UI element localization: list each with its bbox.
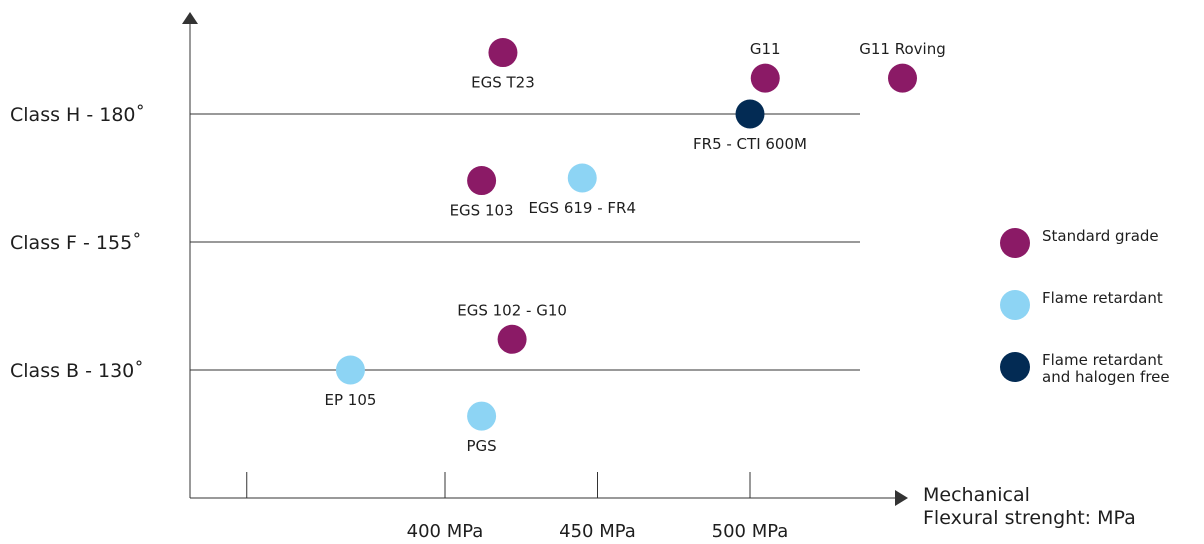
x-axis-label: Flexural strenght: MPa <box>923 507 1136 529</box>
data-label: G11 Roving <box>859 40 945 58</box>
legend-item-halogen-free: Flame retardant and halogen free <box>1000 350 1204 412</box>
data-point <box>488 38 518 68</box>
data-label: FR5 - CTI 600M <box>693 135 807 153</box>
legend-label: Standard grade <box>1042 227 1159 245</box>
data-label: EGS T23 <box>471 74 535 92</box>
x-tick-label: 450 MPa <box>559 521 636 542</box>
legend-swatch <box>1000 228 1030 258</box>
y-tick-label: Class H - 180˚ <box>10 104 145 126</box>
legend-swatch <box>1000 352 1030 382</box>
y-tick-label: Class F - 155˚ <box>10 232 142 254</box>
data-point <box>735 99 765 129</box>
data-point <box>497 324 527 354</box>
x-axis-label: Mechanical <box>923 484 1030 506</box>
data-point <box>467 166 497 196</box>
data-label: PGS <box>466 437 496 455</box>
data-label: EP 105 <box>324 391 376 409</box>
legend-item-standard: Standard grade <box>1000 226 1204 288</box>
data-point <box>567 163 597 193</box>
data-point <box>335 355 365 385</box>
x-tick-label: 500 MPa <box>712 521 789 542</box>
data-label: EGS 619 - FR4 <box>528 199 636 217</box>
data-point <box>750 63 780 93</box>
data-point <box>467 401 497 431</box>
legend: Standard grade Flame retardant Flame ret… <box>1000 226 1204 412</box>
data-label: G11 <box>750 40 781 58</box>
legend-label: Flame retardant and halogen free <box>1042 351 1170 386</box>
legend-label: Flame retardant <box>1042 289 1163 307</box>
data-label: EGS 102 - G10 <box>457 301 567 319</box>
legend-swatch <box>1000 290 1030 320</box>
x-axis-arrow <box>895 490 908 506</box>
y-axis-arrow <box>182 12 198 24</box>
data-label: EGS 103 <box>450 202 514 220</box>
legend-item-flame-retardant: Flame retardant <box>1000 288 1204 350</box>
data-point <box>888 63 917 93</box>
y-tick-label: Class B - 130˚ <box>10 360 144 382</box>
x-tick-label: 400 MPa <box>407 521 484 542</box>
